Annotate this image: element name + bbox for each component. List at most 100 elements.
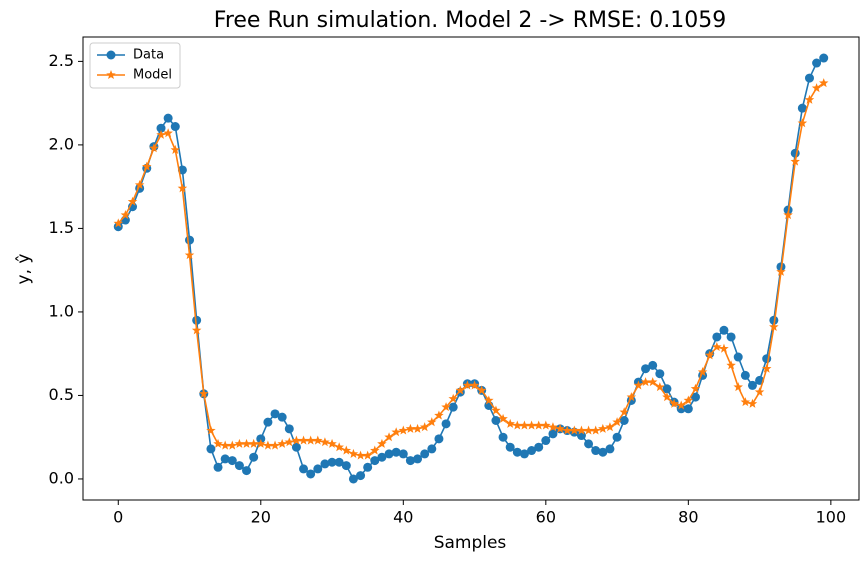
marker — [220, 440, 230, 450]
marker — [562, 425, 572, 435]
marker — [555, 423, 565, 433]
marker — [249, 452, 259, 462]
marker — [241, 438, 252, 448]
marker — [519, 420, 530, 430]
marker — [127, 196, 138, 206]
marker — [676, 404, 686, 414]
marker — [434, 410, 444, 420]
marker — [320, 459, 330, 469]
marker — [419, 422, 430, 432]
marker — [633, 380, 644, 390]
marker — [804, 73, 814, 83]
marker — [185, 235, 195, 245]
marker — [306, 469, 316, 479]
marker — [177, 183, 188, 193]
marker — [227, 440, 238, 450]
marker — [206, 425, 216, 435]
marker — [534, 442, 544, 452]
marker — [356, 471, 366, 481]
marker — [370, 445, 380, 455]
marker — [277, 412, 287, 422]
marker — [427, 444, 437, 454]
marker — [391, 447, 401, 457]
marker — [434, 434, 444, 444]
marker — [234, 461, 244, 471]
x-tick-label: 20 — [251, 508, 271, 527]
marker — [412, 423, 423, 433]
marker — [754, 387, 765, 397]
marker — [377, 452, 387, 462]
marker — [248, 438, 259, 448]
marker — [291, 435, 302, 445]
marker — [284, 437, 295, 447]
marker — [313, 464, 323, 474]
marker — [348, 474, 358, 484]
marker — [626, 392, 637, 402]
marker — [213, 438, 223, 448]
marker — [762, 354, 772, 364]
marker — [783, 210, 793, 220]
marker — [327, 457, 337, 467]
marker — [733, 352, 743, 362]
marker — [590, 425, 601, 435]
marker — [263, 440, 273, 450]
marker — [690, 383, 701, 393]
marker — [113, 218, 124, 228]
x-axis-label: Samples — [434, 533, 507, 553]
marker — [298, 435, 309, 445]
marker — [619, 415, 629, 425]
marker — [662, 392, 672, 402]
marker — [327, 438, 337, 448]
chart-title: Free Run simulation. Model 2 -> RMSE: 0.… — [214, 8, 726, 33]
marker — [156, 129, 166, 139]
marker — [270, 409, 280, 419]
marker — [263, 417, 273, 427]
marker — [505, 418, 515, 428]
marker — [299, 464, 309, 474]
marker — [163, 113, 173, 123]
marker — [697, 367, 708, 377]
marker — [284, 424, 294, 434]
marker — [733, 382, 743, 392]
marker — [747, 380, 757, 390]
marker — [761, 363, 772, 373]
marker — [156, 123, 166, 133]
y-tick-label: 0.0 — [49, 468, 74, 487]
marker — [541, 436, 551, 446]
marker — [370, 456, 380, 466]
marker — [676, 400, 686, 410]
marker — [726, 332, 736, 342]
marker — [384, 449, 394, 459]
x-tick-label: 60 — [536, 508, 556, 527]
marker — [640, 377, 651, 387]
marker — [704, 350, 715, 360]
marker — [598, 423, 608, 433]
marker — [769, 315, 779, 325]
marker — [776, 266, 786, 276]
marker — [790, 148, 800, 158]
marker — [712, 332, 722, 342]
series — [113, 53, 829, 484]
x-tick-label: 100 — [816, 508, 847, 527]
marker — [334, 442, 344, 452]
marker — [313, 435, 323, 445]
marker — [391, 427, 401, 437]
marker — [149, 143, 159, 153]
marker — [469, 380, 480, 390]
marker — [683, 395, 694, 405]
marker — [683, 404, 693, 414]
marker — [199, 388, 209, 398]
marker — [641, 364, 651, 374]
marker — [476, 385, 487, 395]
series — [113, 78, 829, 460]
marker — [405, 423, 416, 433]
marker — [341, 461, 351, 471]
legend-label: Data — [133, 48, 164, 63]
marker — [106, 70, 116, 80]
marker — [455, 385, 466, 395]
marker — [170, 122, 180, 132]
marker — [740, 370, 750, 380]
marker — [519, 449, 529, 459]
